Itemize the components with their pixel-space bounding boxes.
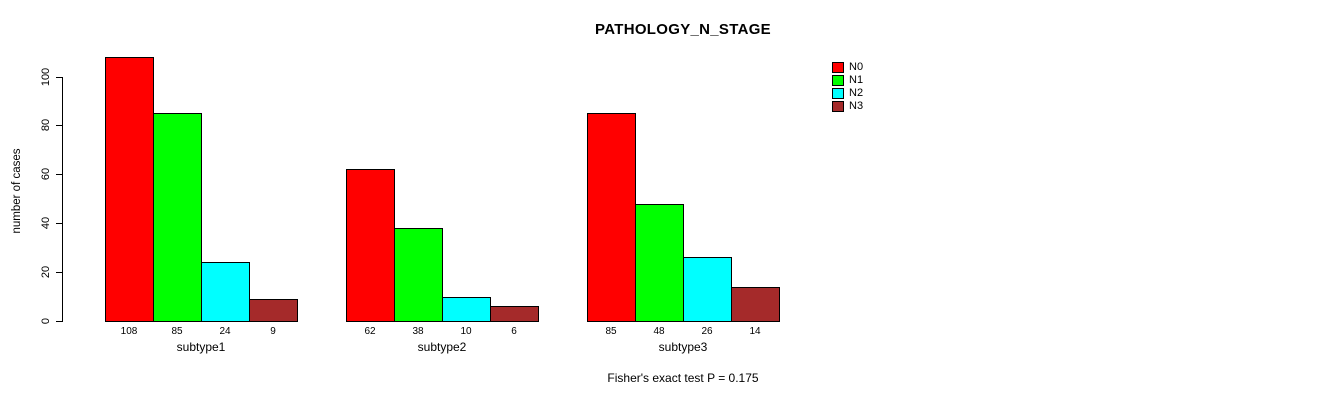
legend-row-n0: N0 [832,61,863,74]
legend-label-n3: N3 [849,100,864,112]
bar-value-label: 62 [364,326,376,337]
bar-n1-subtype2 [394,228,443,322]
bar-value-label: 24 [219,326,231,337]
bar-n3-subtype3 [731,287,780,322]
category-label-subtype3: subtype3 [658,340,708,354]
y-tick-label: 20 [40,265,52,279]
legend-row-n3: N3 [832,100,863,113]
y-tick-label: 60 [40,167,52,181]
y-tick-label: 40 [40,216,52,230]
bar-value-label: 26 [701,326,713,337]
bar-value-label: 38 [412,326,424,337]
chart-title: PATHOLOGY_N_STAGE [595,21,771,38]
legend-row-n2: N2 [832,87,863,100]
bar-n2-subtype1 [201,262,250,322]
bar-value-label: 85 [171,326,183,337]
bar-n2-subtype3 [683,257,732,322]
bar-value-label: 9 [270,326,276,337]
bar-value-label: 85 [605,326,617,337]
y-axis-label: number of cases [11,148,23,234]
legend-label-n2: N2 [849,87,864,99]
legend-swatch-n0 [832,62,844,73]
legend-row-n1: N1 [832,74,863,87]
y-tick-mark [56,272,62,273]
bar-value-label: 48 [653,326,665,337]
bar-value-label: 108 [120,326,138,337]
bar-value-label: 10 [460,326,472,337]
legend-swatch-n3 [832,101,844,112]
bar-n0-subtype2 [346,169,395,322]
y-tick-label: 100 [40,67,52,87]
y-tick-mark [56,77,62,78]
bar-n0-subtype3 [587,113,636,322]
y-tick-mark [56,321,62,322]
legend-swatch-n1 [832,75,844,86]
y-tick-mark [56,223,62,224]
bar-value-label: 14 [749,326,761,337]
bar-value-label: 6 [511,326,517,337]
y-tick-label: 80 [40,118,52,132]
y-tick-label: 0 [40,317,52,325]
category-label-subtype2: subtype2 [417,340,467,354]
category-label-subtype1: subtype1 [176,340,226,354]
bar-n1-subtype1 [153,113,202,322]
footer-annotation: Fisher's exact test P = 0.175 [607,371,759,385]
bar-n3-subtype2 [490,306,539,322]
bar-n2-subtype2 [442,297,491,322]
legend-label-n0: N0 [849,61,864,73]
legend-label-n1: N1 [849,74,864,86]
bar-n1-subtype3 [635,204,684,322]
legend: N0 N1 N2 N3 [832,61,863,113]
bar-n0-subtype1 [105,57,154,322]
y-tick-mark [56,174,62,175]
legend-swatch-n2 [832,88,844,99]
bar-n3-subtype1 [249,299,298,322]
y-axis-line [62,77,63,322]
y-tick-mark [56,125,62,126]
